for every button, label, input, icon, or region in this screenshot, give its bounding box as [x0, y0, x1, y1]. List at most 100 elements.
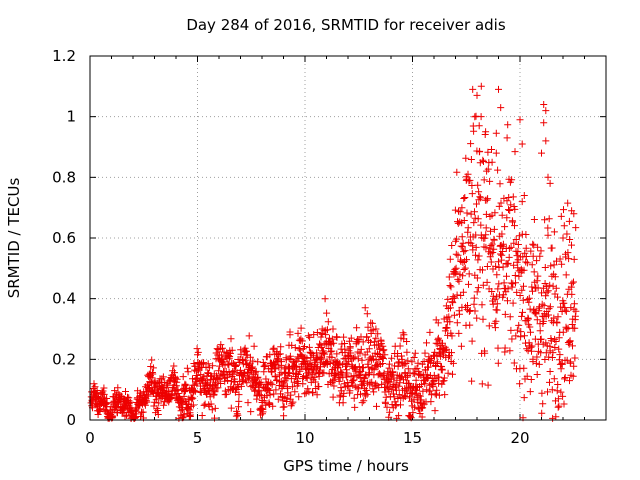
y-tick-label: 0.6	[52, 229, 76, 247]
data-point	[503, 197, 511, 205]
data-point	[321, 350, 329, 358]
data-point	[404, 357, 412, 365]
data-point	[534, 272, 542, 280]
data-point	[565, 217, 573, 225]
data-point	[511, 222, 518, 230]
data-point	[339, 399, 347, 407]
data-point	[448, 242, 456, 249]
data-point	[493, 306, 501, 314]
data-point	[178, 399, 186, 407]
data-point	[554, 381, 562, 388]
data-point	[559, 234, 567, 242]
data-point	[412, 376, 420, 384]
data-point	[519, 296, 527, 304]
data-point	[484, 165, 492, 173]
data-point	[453, 235, 461, 243]
data-point	[565, 255, 573, 263]
data-point	[361, 392, 369, 400]
data-point	[386, 382, 394, 390]
data-point	[148, 356, 156, 364]
data-point	[443, 324, 451, 332]
data-point	[235, 397, 243, 405]
data-point	[482, 210, 490, 218]
data-point	[501, 344, 509, 352]
data-point	[541, 280, 549, 287]
data-point	[513, 288, 521, 296]
data-point	[485, 322, 493, 330]
data-point	[452, 264, 460, 272]
data-point	[464, 170, 472, 178]
data-point	[159, 373, 167, 381]
data-point	[530, 216, 538, 223]
data-point	[503, 214, 511, 222]
data-point	[375, 341, 382, 349]
data-point	[456, 208, 464, 216]
data-point	[303, 354, 311, 362]
data-point	[270, 390, 278, 398]
data-point	[328, 335, 336, 343]
data-point	[395, 391, 403, 399]
data-point	[183, 364, 191, 372]
data-point	[362, 386, 370, 394]
data-point	[465, 270, 473, 278]
data-point	[492, 149, 500, 157]
data-point	[527, 376, 535, 383]
data-point	[468, 377, 476, 385]
data-point	[465, 280, 472, 288]
data-point	[479, 156, 487, 164]
data-point	[440, 374, 448, 382]
data-point	[330, 382, 338, 390]
data-point	[510, 239, 518, 247]
data-point	[379, 355, 387, 362]
data-point	[544, 173, 552, 181]
data-point	[533, 316, 541, 324]
data-point	[318, 325, 326, 333]
data-point	[509, 299, 517, 307]
data-point	[489, 249, 497, 256]
data-point	[569, 372, 577, 380]
data-point	[206, 393, 214, 401]
data-point	[562, 307, 570, 315]
data-point	[570, 362, 578, 370]
data-point	[470, 127, 478, 135]
data-point	[418, 413, 426, 421]
data-point	[431, 390, 439, 398]
data-point	[429, 383, 437, 391]
data-point	[139, 408, 147, 416]
data-point	[366, 369, 373, 377]
data-point	[503, 134, 511, 142]
data-point	[308, 350, 316, 357]
data-point	[193, 345, 201, 353]
data-point	[379, 360, 387, 367]
data-point	[372, 380, 380, 388]
data-point	[518, 140, 526, 148]
data-point	[382, 399, 389, 407]
data-point	[323, 309, 331, 317]
data-point	[395, 412, 403, 420]
data-point	[543, 288, 551, 296]
data-point	[237, 366, 244, 374]
data-point	[506, 207, 514, 214]
data-point	[394, 350, 402, 357]
data-point	[372, 362, 380, 370]
data-point	[390, 393, 398, 401]
data-point	[477, 82, 485, 90]
axis-ticks	[89, 55, 606, 421]
data-point	[520, 394, 528, 402]
data-point	[435, 391, 443, 399]
data-point	[252, 367, 260, 375]
data-point	[541, 356, 549, 363]
data-point	[446, 282, 454, 289]
data-point	[470, 300, 478, 308]
data-point	[357, 368, 365, 375]
data-point	[557, 388, 565, 396]
data-point	[555, 345, 563, 353]
data-point	[330, 339, 338, 347]
data-point	[541, 264, 549, 271]
data-point	[149, 370, 157, 378]
data-point	[528, 342, 536, 350]
data-point	[449, 359, 457, 367]
data-point	[512, 279, 519, 287]
data-point	[538, 409, 546, 417]
data-point	[137, 413, 145, 420]
